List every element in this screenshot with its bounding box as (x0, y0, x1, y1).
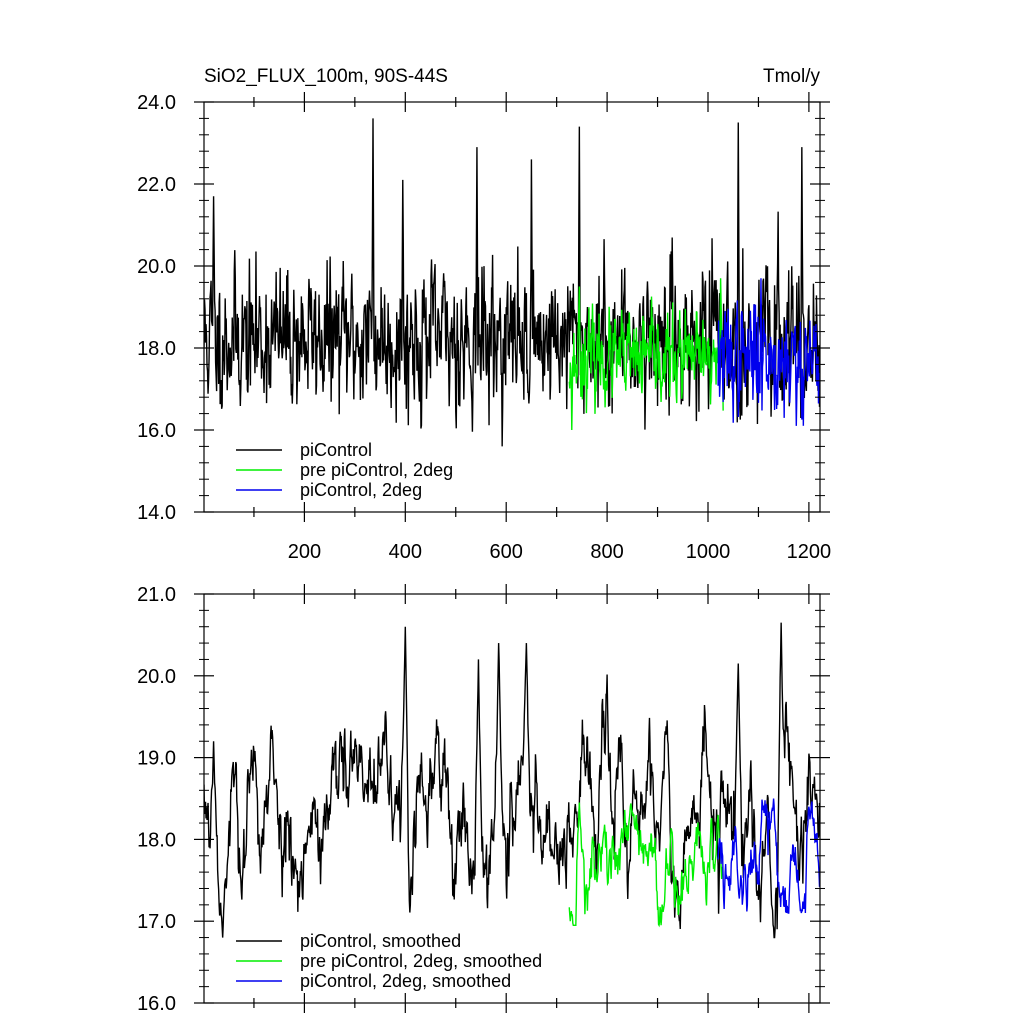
x-tick-label: 200 (288, 541, 321, 563)
legend-label: pre piControl, 2deg, smoothed (300, 951, 542, 971)
series-line-picontrol-2deg-smoothed (717, 798, 820, 914)
x-tick-label: 1200 (787, 541, 832, 563)
legend-label: piControl, smoothed (300, 931, 461, 951)
y-tick-label: 18.0 (137, 829, 176, 851)
y-tick-label: 16.0 (137, 420, 176, 442)
y-tick-label: 20.0 (137, 666, 176, 688)
smoothed-flux-panel: 16.0 17.0 18.0 19.0 20.0 21.0 piControl, smoot… (137, 584, 830, 1015)
plot-frame (203, 593, 821, 1004)
y-tick-label: 21.0 (137, 584, 176, 606)
y-tick-label: 14.0 (137, 502, 176, 524)
series-line-picontrol-smoothed (204, 622, 820, 939)
x-tick-label: 800 (590, 541, 623, 563)
legend-label: piControl, 2deg, smoothed (300, 971, 511, 991)
series-line-pre-picontrol-2deg-smoothed (568, 802, 724, 928)
y-tick-label: 17.0 (137, 911, 176, 933)
y-tick-label: 16.0 (137, 993, 176, 1015)
raw-flux-panel: 14.0 16.0 18.0 20.0 22.0 24.0 200 400 600 800 1000… (137, 92, 831, 563)
series-line-pre-picontrol-2deg (568, 278, 724, 431)
y-tick-label: 20.0 (137, 256, 176, 278)
x-tick-label: 600 (490, 541, 523, 563)
x-tick-label: 400 (389, 541, 422, 563)
y-tick-label: 18.0 (137, 338, 176, 360)
x-tick-label: 1000 (686, 541, 731, 563)
y-tick-label: 24.0 (137, 92, 176, 114)
series-line-picontrol (204, 118, 820, 447)
y-tick-label: 22.0 (137, 174, 176, 196)
series-line-picontrol-2deg (717, 278, 820, 426)
units-label: Tmol/y (763, 66, 821, 87)
chart-title: SiO2_FLUX_100m, 90S-44S (204, 66, 448, 87)
plot-frame (203, 101, 821, 513)
legend-label: pre piControl, 2deg (300, 460, 453, 480)
y-tick-label: 19.0 (137, 748, 176, 770)
legend-label: piControl (300, 440, 372, 460)
legend-label: piControl, 2deg (300, 480, 422, 500)
